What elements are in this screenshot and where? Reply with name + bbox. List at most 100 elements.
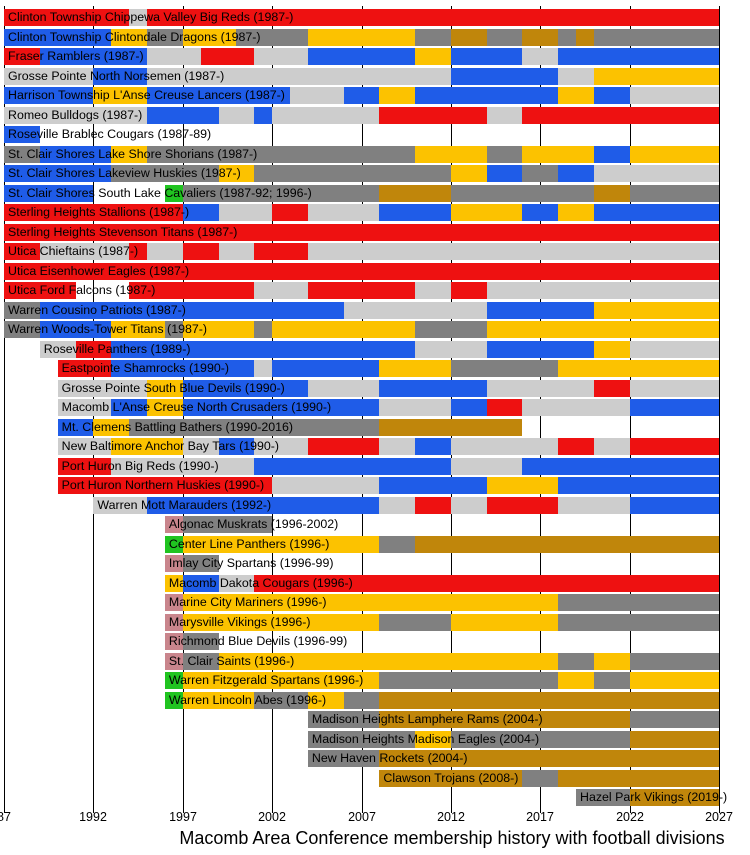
segment-gold — [379, 87, 416, 104]
segment-gray — [4, 321, 40, 338]
segment-blue — [39, 48, 147, 65]
segment-gold — [182, 535, 380, 553]
timeline-row: New Baltimore Anchor Bay Tars (1990-) — [0, 438, 750, 455]
segment-gray — [182, 633, 219, 650]
segment-gray — [236, 28, 308, 46]
segment-silver — [593, 165, 719, 182]
segment-blue — [486, 301, 594, 319]
segment-red — [4, 9, 130, 26]
segment-blue — [307, 48, 416, 65]
segment-gray — [4, 145, 40, 163]
segment-silver — [450, 457, 523, 475]
segment-blue — [39, 301, 344, 319]
segment-gray — [450, 730, 630, 748]
row-label: Hazel Park Vikings (2019-) — [580, 790, 728, 804]
timeline-row: Clawson Trojans (2008-) — [0, 769, 750, 787]
segment-silver — [343, 301, 487, 319]
segment-gold — [450, 613, 559, 631]
tick-1992 — [93, 808, 94, 813]
segment-bronze — [379, 418, 523, 436]
row-label: Port Huron Big Reds (1990-) — [61, 458, 219, 473]
segment-gold — [182, 321, 255, 338]
segment-silver — [254, 438, 308, 455]
tick-label-2022: 2022 — [616, 810, 644, 824]
segment-red — [272, 204, 308, 221]
tick-label-1992: 1992 — [79, 810, 107, 824]
row-label: New Baltimore Anchor Bay Tars (1990-) — [61, 439, 280, 453]
timeline-row: Mt. Clemens Battling Bathers (1990-2016) — [0, 418, 750, 436]
segment-red — [4, 204, 183, 221]
segment-blue — [450, 399, 487, 416]
segment-gray — [522, 165, 559, 182]
segment-red — [379, 106, 487, 124]
segment-gold — [182, 28, 237, 46]
segment-gray — [558, 594, 719, 611]
segment-gold — [486, 321, 719, 338]
segment-gray — [111, 165, 219, 182]
segment-gray — [379, 613, 451, 631]
segment-red — [254, 574, 719, 592]
segment-silver — [129, 9, 147, 26]
segment-gold — [164, 574, 183, 592]
segment-blue — [111, 360, 255, 377]
segment-blue — [272, 360, 380, 377]
segment-bronze — [379, 691, 719, 709]
segment-blue — [147, 496, 380, 514]
segment-gray — [182, 516, 273, 533]
tick-1997 — [183, 808, 184, 813]
segment-red — [307, 438, 380, 455]
segment-gray — [254, 691, 308, 709]
segment-red — [4, 223, 719, 241]
segment-gray — [254, 321, 273, 338]
row-label: St. Clair Shores Lakeview Huskies (1987-… — [8, 166, 241, 180]
segment-gold — [182, 672, 380, 689]
timeline-row: Warren Lincoln Abes (1996-) — [0, 691, 750, 709]
segment-gray — [147, 28, 183, 46]
row-label: Utica Eisenhower Eagles (1987-) — [8, 263, 190, 278]
segment-green — [164, 672, 183, 689]
segment-blue — [182, 399, 380, 416]
segment-bronze — [415, 535, 719, 553]
segment-red — [415, 496, 451, 514]
segment-blue — [4, 87, 94, 104]
timeline-row: Utica Ford Falcons (1987-) — [0, 282, 750, 299]
segment-red — [75, 340, 112, 358]
segment-red — [57, 360, 112, 377]
row-label: Port Huron Northern Huskies (1990-) — [61, 478, 265, 492]
segment-silver — [218, 204, 273, 221]
segment-gold — [307, 28, 416, 46]
segment-pink — [164, 633, 183, 650]
segment-gray — [486, 28, 523, 46]
timeline-row: St. Clair Shores South Lake Cavaliers (1… — [0, 184, 750, 202]
segment-silver — [558, 67, 594, 85]
segment-blue — [486, 165, 523, 182]
segment-gray — [164, 321, 183, 338]
timeline-row: Harrison Township L'Anse Creuse Lancers … — [0, 87, 750, 104]
segment-gray — [307, 711, 380, 728]
segment-silver — [254, 48, 308, 65]
timeline-row: Roseville Panthers (1989-) — [0, 340, 750, 358]
segment-blue — [147, 106, 219, 124]
segment-silver — [522, 48, 559, 65]
segment-gray — [4, 301, 40, 319]
segment-gray — [629, 184, 719, 202]
segment-gold — [558, 672, 594, 689]
segment-red — [486, 496, 559, 514]
segment-silver — [379, 399, 451, 416]
tick-1987 — [4, 808, 5, 813]
timeline-row: Warren Woods-Tower Titans (1987-) — [0, 321, 750, 338]
segment-green — [164, 691, 183, 709]
timeline-row: Warren Mott Marauders (1992-) — [0, 496, 750, 514]
segment-blue — [218, 438, 255, 455]
timeline-row: Sterling Heights Stevenson Titans (1987-… — [0, 223, 750, 241]
tick-label-1987: 87 — [0, 810, 11, 824]
segment-red — [522, 106, 719, 124]
segment-pink — [164, 516, 183, 533]
row-label: Algonac Muskrats (1996-2002) — [168, 517, 339, 531]
segment-bronze — [576, 28, 594, 46]
segment-blue — [593, 145, 630, 163]
segment-silver — [254, 282, 308, 299]
tick-2012 — [451, 808, 452, 813]
segment-silver — [39, 340, 76, 358]
